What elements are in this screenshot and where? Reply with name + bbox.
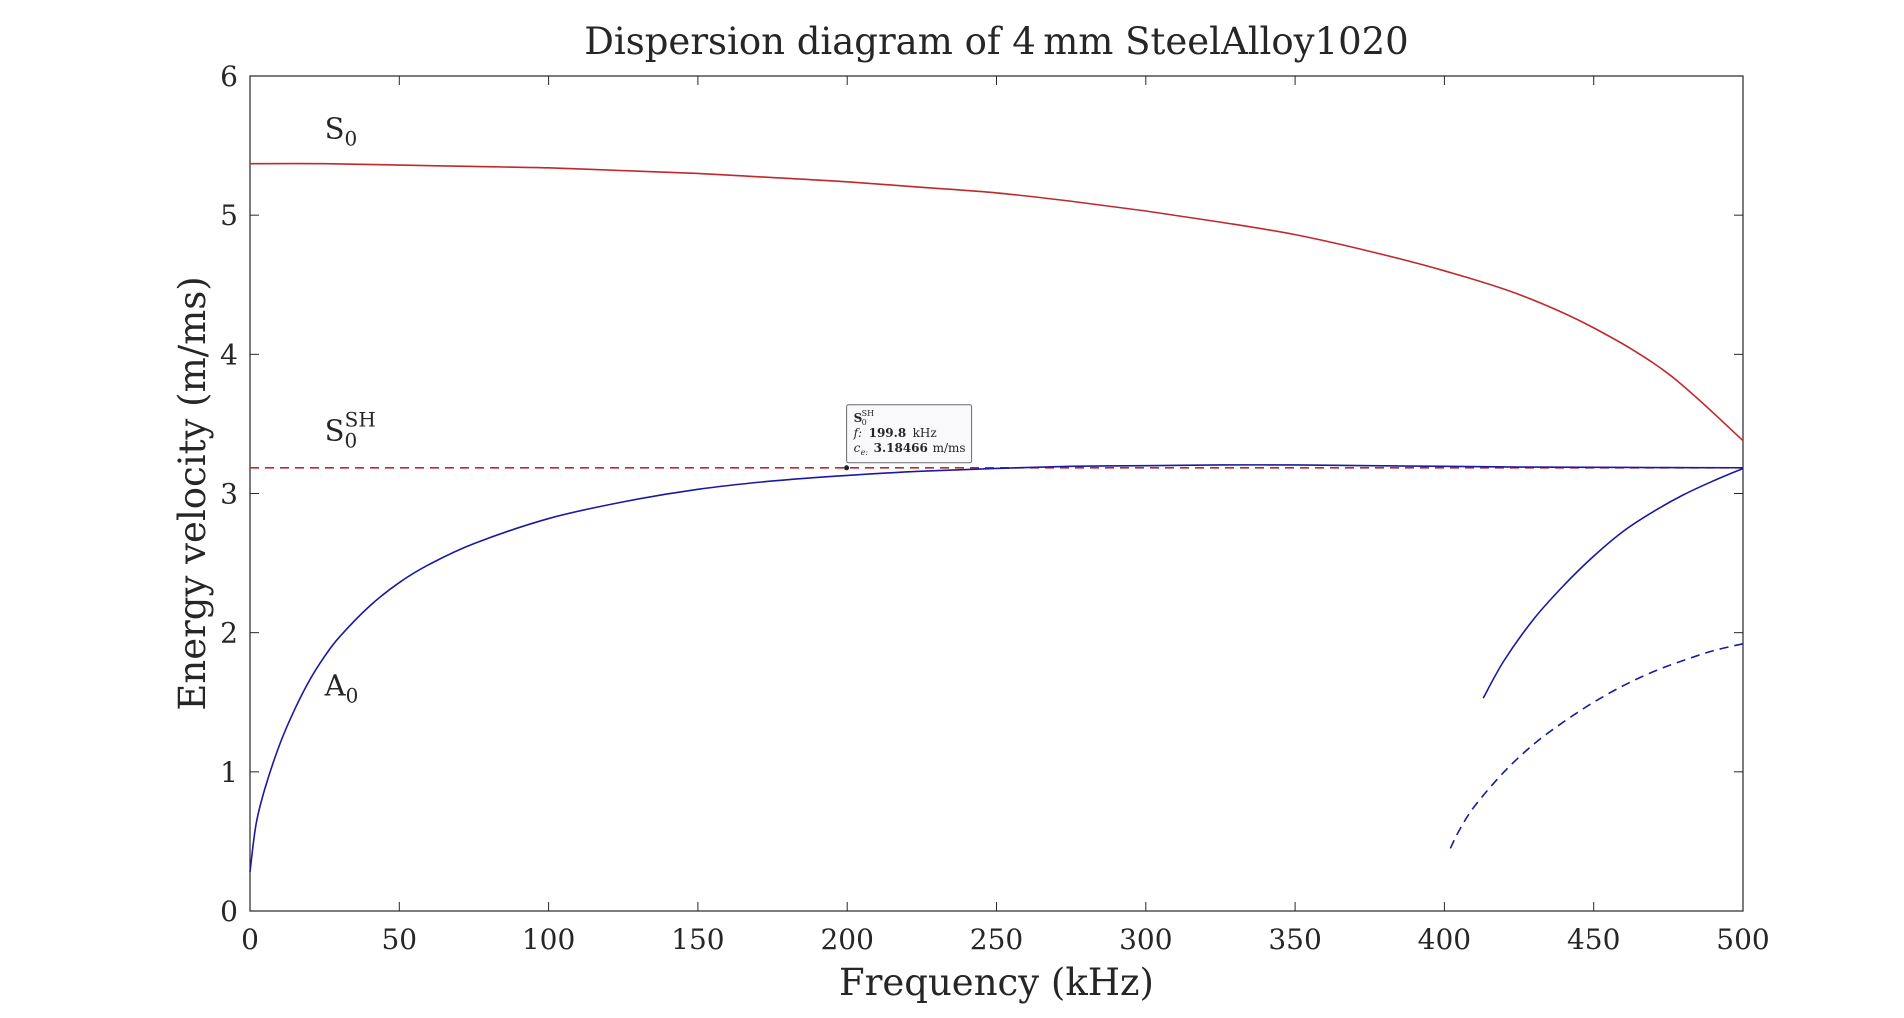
x-tick-label: 400 — [1418, 923, 1471, 956]
y-tick-label: 6 — [220, 60, 238, 93]
y-tick-label: 1 — [220, 756, 238, 789]
curve-label-a0: A0 — [324, 668, 359, 707]
y-axis-label: Energy velocity (m/ms) — [171, 276, 214, 710]
series-group — [249, 162, 1744, 873]
x-tick-label: 350 — [1268, 923, 1321, 956]
x-tick-label: 150 — [671, 923, 724, 956]
y-tick-label: 4 — [220, 338, 238, 371]
y-tick-label: 3 — [220, 478, 238, 511]
datatip-name: S — [854, 411, 863, 425]
curve-label-s0: S0 — [325, 112, 358, 151]
x-tick-label: 200 — [820, 923, 873, 956]
x-tick-label: 50 — [381, 923, 417, 956]
datatip-f-value: 199.8 — [869, 426, 907, 440]
axes-box — [249, 75, 1744, 912]
curve-label-s0sh: S0 — [325, 414, 358, 453]
datatip-f-unit: kHz — [913, 426, 937, 440]
y-tick-label: 0 — [220, 895, 238, 928]
datatip-ce-label: c — [854, 441, 861, 455]
y-tick-label: 2 — [220, 617, 238, 650]
datatip-marker — [844, 465, 850, 471]
x-tick-label: 100 — [522, 923, 575, 956]
y-tick-label: 5 — [220, 199, 238, 232]
datatip-ce-sub: e: — [861, 448, 869, 457]
series-line-a0 — [249, 464, 1744, 873]
chart-title: Dispersion diagram of 4 mm SteelAlloy102… — [584, 20, 1408, 63]
series-line-s0 — [249, 162, 1744, 442]
x-tick-label: 0 — [241, 923, 259, 956]
datatip-ce-value: 3.18466 — [874, 441, 928, 455]
series-line-sh1 — [1449, 643, 1744, 849]
x-tick-label: 450 — [1567, 923, 1620, 956]
x-axis-label: Frequency (kHz) — [839, 961, 1154, 1004]
datatip-ce-unit: m/ms — [933, 441, 966, 455]
datatip-name-sub: 0 — [862, 418, 867, 427]
ticks-group: 0 50 100 150 200 250 300 350 400 450 500 0 1 2 3 4 5 6 — [220, 60, 1770, 956]
datatip-f-label: f: — [853, 426, 862, 440]
datatip-name-sup: SH — [862, 409, 874, 418]
datatip-box — [846, 404, 973, 464]
series-line-a1 — [1482, 467, 1744, 699]
curve-label-sup-s0sh: SH — [345, 408, 376, 432]
x-tick-label: 300 — [1119, 923, 1172, 956]
x-tick-label: 500 — [1716, 923, 1769, 956]
x-tick-label: 250 — [970, 923, 1023, 956]
